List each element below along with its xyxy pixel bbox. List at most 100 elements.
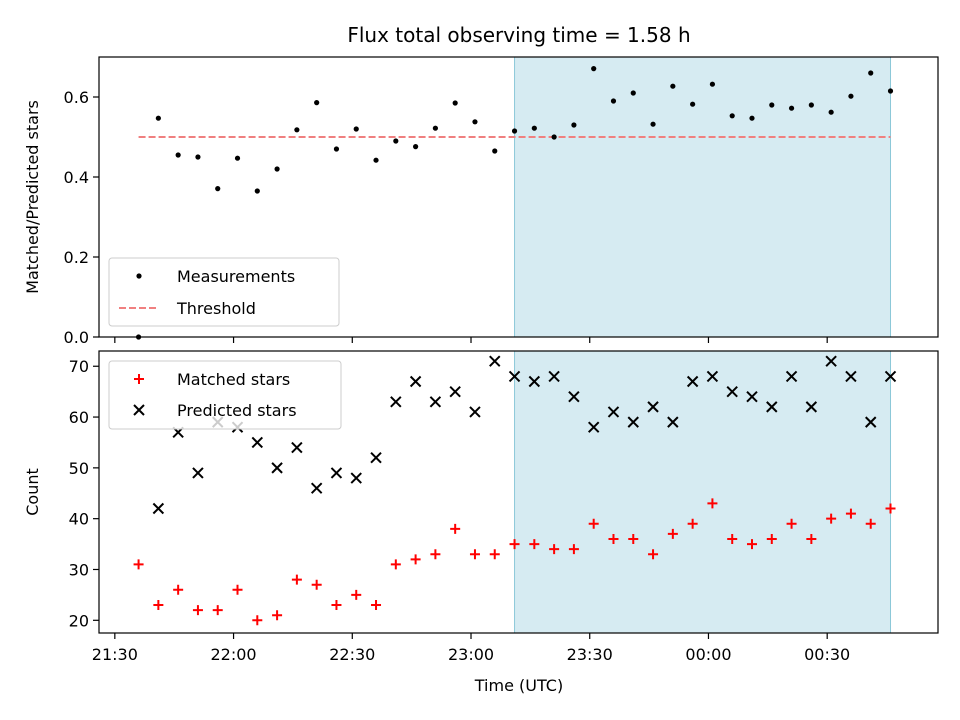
matched-star-point [786,518,797,529]
measurement-point [531,125,537,131]
legend: Measurements Threshold [108,257,340,327]
matched-star-point [885,503,896,514]
y-tick-label: 0.0 [64,328,89,347]
measurement-point [294,127,300,133]
matched-star-point [727,534,738,544]
measurement-point [393,138,399,144]
predicted-star-point [568,391,580,403]
predicted-star-point [627,416,639,428]
y-tick-label: 0.4 [64,168,89,187]
measurement-point [551,134,557,140]
measurement-point [333,146,340,152]
legend-box [108,360,342,430]
measurement-point [511,128,518,134]
x-axis-label: Time (UTC) [474,676,563,695]
matched-star-point [192,605,203,616]
legend-predicted-label: Predicted stars [177,401,297,420]
matched-star-point [568,544,579,555]
matched-star-point [489,549,500,560]
predicted-star-point [449,385,461,398]
predicted-star-point [825,355,837,367]
matched-star-point [173,584,184,595]
matched-star-point [687,518,698,529]
measurement-point [353,126,359,132]
predicted-star-point [845,370,857,383]
measurement-point [868,70,874,76]
predicted-star-point [192,467,204,479]
matched-star-point [331,600,342,611]
predicted-star-point [647,401,659,413]
measurement-point [432,125,438,131]
legend-box [108,257,340,327]
predicted-star-point [469,406,481,418]
predicted-star-point [706,370,719,383]
bottom-panel: 20 30 40 50 60 70 21:30 22:00 22:30 23:00 23:30 00:… [23,350,939,664]
predicted-star-point [310,482,323,494]
measurement-point [155,115,161,121]
predicted-star-point [726,385,738,398]
matched-star-point [153,600,164,611]
axes-frame [98,350,939,634]
predicted-star-point [350,472,362,484]
y-tick-label: 50 [69,459,89,478]
matched-star-point [529,539,540,550]
matched-star-point [252,615,263,626]
matched-star-point [865,518,876,529]
x-tick-label: 23:30 [567,645,613,664]
y-axis-label: Matched/Predicted stars [23,100,42,294]
chart-title: Flux total observing time = 1.58 h [347,23,690,47]
x-tick-label: 00:00 [685,645,731,664]
predicted-star-point [429,396,442,408]
predicted-star-point [390,396,402,408]
measurement-point [571,122,577,128]
predicted-star-point [884,370,897,383]
measurement-point [175,152,181,158]
measurement-point [413,144,419,150]
measurement-point [610,98,617,104]
measurement-point [274,166,280,172]
predicted-star-point [528,375,541,388]
predicted-star-point [508,370,521,383]
y-tick-label: 20 [69,611,89,630]
predicted-star-point [152,502,165,515]
predicted-star-point [370,451,382,464]
measurement-point [591,66,597,72]
measurement-point [215,186,221,192]
measurement-point [828,109,834,115]
measurement-point [848,93,854,99]
legend-matched-label: Matched stars [177,370,290,389]
y-tick-label: 30 [69,560,89,579]
predicted-star-point [805,401,818,413]
y-tick-label: 40 [69,510,89,529]
measurement-point [630,90,636,96]
measurement-point [670,83,676,89]
matched-star-point [826,513,837,524]
legend-matched-marker [134,374,144,384]
x-tick-label: 23:00 [448,645,494,664]
matched-star-point [232,584,243,595]
predicted-star-point [587,421,600,433]
matched-star-point [628,534,639,544]
y-tick-label: 60 [69,408,89,427]
predicted-star-point [489,355,501,367]
matched-star-point [291,574,302,585]
measurement-point [709,81,716,87]
matched-star-point [133,559,144,570]
legend-predicted-marker [133,404,145,416]
top-panel: 0.0 0.2 0.4 0.6 Matched/Predicted stars Measu… [23,56,939,347]
matched-star-point [469,549,480,560]
measurement-point [650,121,656,127]
y-tick-label: 0.6 [64,88,89,107]
matched-star-point [509,539,520,550]
measurement-point [373,157,379,163]
predicted-star-point [409,375,422,388]
predicted-star-point [548,370,560,383]
measurement-point [690,101,696,107]
legend-measurements-label: Measurements [177,267,295,286]
matched-star-point [806,534,817,544]
y-axis-label: Count [23,468,42,516]
matched-star-point [272,610,283,621]
measurement-point [314,100,320,106]
measurement-point [808,102,814,108]
matched-star-point [371,600,382,611]
